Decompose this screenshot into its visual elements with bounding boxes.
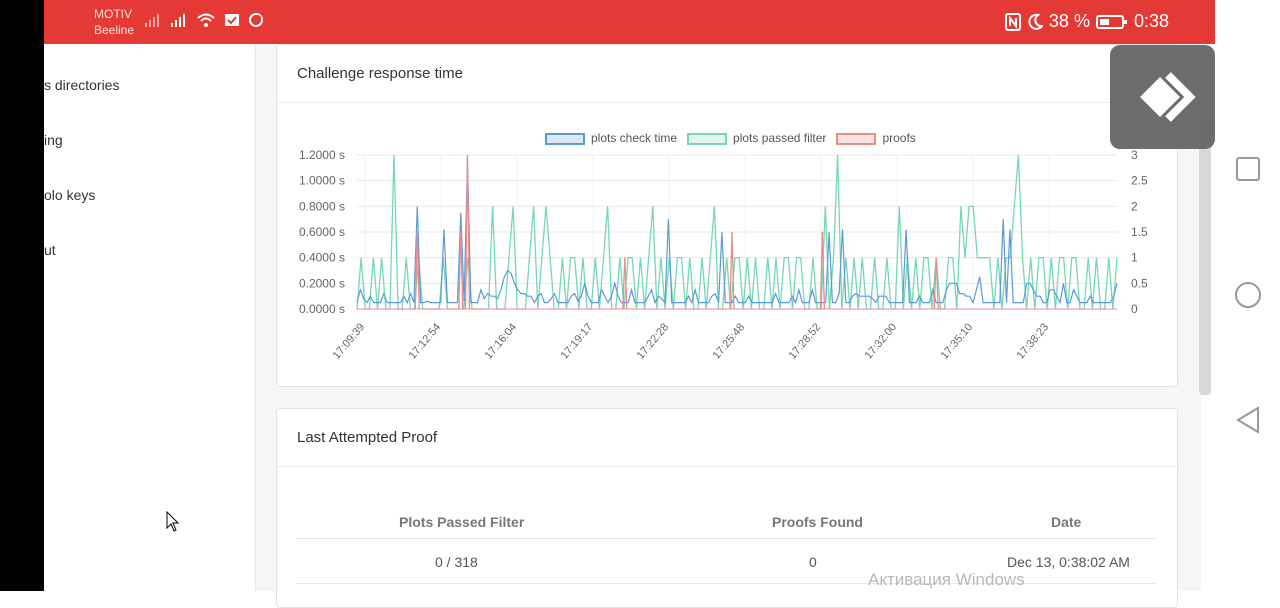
y-left-tick-label: 0.6000 s <box>299 225 345 239</box>
table-row: 0 / 318 0 Dec 13, 0:38:02 AM <box>297 540 1157 584</box>
proof-spike <box>460 231 464 310</box>
app-notification-icon <box>249 13 263 27</box>
sidebar-item-plot-directories[interactable]: s directories <box>44 77 119 93</box>
y-right-tick-label: 2.5 <box>1131 174 1148 188</box>
cell-proofs-found: 0 <box>809 554 817 570</box>
battery-icon <box>1095 14 1127 29</box>
status-bar: MOTIV Beeline 38 % 0:38 <box>44 0 1215 44</box>
sidebar-item-keys[interactable]: olo keys <box>44 187 95 203</box>
proof-spike <box>414 231 418 310</box>
y-left-tick-label: 0.8000 s <box>299 199 345 213</box>
x-tick-label: 17:38:23 <box>1015 321 1052 362</box>
x-tick-label: 17:22:28 <box>635 321 672 362</box>
column-header-plots-passed-filter[interactable]: Plots Passed Filter <box>399 514 525 530</box>
y-right-tick-label: 0.5 <box>1131 276 1148 290</box>
clock-time: 0:38 <box>1133 11 1169 31</box>
x-tick-label: 17:16:04 <box>483 321 520 362</box>
app-page: s directories ing olo keys ut Challenge … <box>44 44 1215 608</box>
proof-spike <box>416 231 420 310</box>
card-title: Last Attempted Proof <box>277 409 1177 467</box>
legend-label: plots passed filter <box>733 131 827 145</box>
sidebar-item-label: s directories <box>44 77 120 93</box>
legend-swatch <box>545 132 585 145</box>
x-tick-label: 17:25:48 <box>711 321 748 362</box>
nfc-icon <box>1004 12 1021 31</box>
floating-remote-overlay[interactable] <box>1110 45 1215 149</box>
challenge-response-chart: 1.2000 s 1.0000 s 0.8000 s 0.6000 s 0.4000 s… <box>299 148 1148 362</box>
page-scrollbar[interactable] <box>1199 120 1211 395</box>
chart-legend: plots check time plots passed filter pro… <box>545 131 916 145</box>
x-tick-label: 17:35:10 <box>939 321 976 362</box>
sidebar: s directories ing olo keys ut <box>44 44 256 591</box>
card-title: Challenge response time <box>277 45 1177 103</box>
proof-spike <box>464 154 469 310</box>
carrier-info: MOTIV Beeline <box>94 6 134 38</box>
legend-label: plots check time <box>591 131 678 145</box>
back-triangle-icon[interactable] <box>1235 406 1261 434</box>
proof-spike <box>624 257 628 310</box>
column-header-date[interactable]: Date <box>1051 514 1082 530</box>
x-tick-label: 17:28:52 <box>787 321 824 362</box>
table-header: Plots Passed Filter Proofs Found Date <box>297 505 1157 539</box>
mouse-cursor-icon <box>166 511 180 532</box>
x-tick-label: 17:09:39 <box>331 321 368 362</box>
proof-spike <box>731 231 735 310</box>
y-right-tick-label: 1 <box>1131 251 1138 265</box>
y-right-tick-label: 2 <box>1131 199 1138 213</box>
proof-spike <box>729 231 733 310</box>
y-left-tick-label: 1.0000 s <box>299 174 345 188</box>
recent-apps-square-icon[interactable] <box>1235 156 1261 182</box>
challenge-response-card: Challenge response time plots check time… <box>276 44 1178 387</box>
windows-activation-watermark: Активация Windows <box>868 570 1025 589</box>
sidebar-item-label: ing <box>44 132 63 148</box>
y-right-tick-label: 1.5 <box>1131 225 1148 239</box>
cell-date: Dec 13, 0:38:02 AM <box>1007 554 1130 570</box>
legend-item-plots-check-time[interactable]: plots check time <box>545 131 677 145</box>
x-tick-label: 17:32:00 <box>863 321 900 362</box>
sidebar-item-about[interactable]: ut <box>44 242 56 258</box>
proof-spike <box>933 257 937 310</box>
proof-spike <box>466 154 471 310</box>
mail-check-icon <box>225 14 239 26</box>
battery-percent: 38 % <box>1048 11 1090 31</box>
y-left-tick-label: 0.2000 s <box>299 276 345 290</box>
wifi-icon <box>197 13 215 27</box>
x-tick-label: 17:19:17 <box>559 321 596 362</box>
y-left-tick-label: 0.4000 s <box>299 251 345 265</box>
main-content: Challenge response time plots check time… <box>256 44 1201 608</box>
signal-strong-icon <box>171 14 185 27</box>
do-not-disturb-moon-icon <box>1028 13 1043 30</box>
carrier-name: MOTIV <box>94 7 132 21</box>
legend-swatch <box>836 132 877 145</box>
y-left-tick-label: 0.0000 s <box>299 302 345 316</box>
y-right-tick-label: 0 <box>1131 302 1138 316</box>
legend-item-proofs[interactable]: proofs <box>836 131 916 145</box>
proof-spike <box>819 231 824 310</box>
legend-swatch <box>687 132 728 145</box>
x-tick-label: 17:12:54 <box>407 321 444 362</box>
status-icons-right: 38 % 0:38 <box>1004 11 1169 32</box>
anydesk-logo-icon <box>1140 72 1196 122</box>
y-left-tick-label: 1.2000 s <box>299 148 345 162</box>
legend-label: proofs <box>882 131 916 145</box>
left-black-bezel <box>0 0 44 591</box>
proof-spike <box>622 257 626 310</box>
home-circle-icon[interactable] <box>1234 281 1262 309</box>
sidebar-item-logging[interactable]: ing <box>44 132 63 148</box>
sidebar-item-label: olo keys <box>44 187 96 203</box>
proof-spike <box>935 257 939 310</box>
last-attempted-proof-card: Last Attempted Proof Plots Passed Filter… <box>276 408 1178 608</box>
y-right-tick-label: 3 <box>1131 148 1138 162</box>
series-line-plots-check-time <box>356 161 1118 305</box>
sidebar-item-label: ut <box>44 242 56 258</box>
proof-spike <box>821 231 826 310</box>
cell-plots-passed: 0 / 318 <box>435 554 478 570</box>
legend-item-plots-passed-filter[interactable]: plots passed filter <box>687 131 826 145</box>
proof-spike <box>458 231 462 310</box>
android-nav-bar <box>1215 0 1280 591</box>
signal-weak-icon <box>145 14 159 27</box>
status-icons-left <box>144 12 264 28</box>
carrier-network: Beeline <box>94 23 135 37</box>
column-header-proofs-found[interactable]: Proofs Found <box>772 514 863 530</box>
